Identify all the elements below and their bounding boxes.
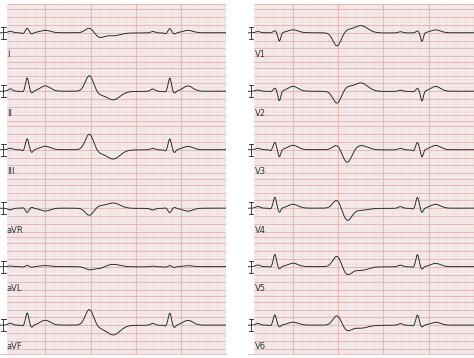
Bar <box>247 121 253 179</box>
Text: aVL: aVL <box>7 284 22 293</box>
Bar <box>0 62 6 121</box>
Text: III: III <box>7 167 14 176</box>
Text: V2: V2 <box>255 108 265 117</box>
Bar <box>0 179 6 237</box>
Bar <box>247 179 253 237</box>
Bar <box>247 62 253 121</box>
Text: V6: V6 <box>255 343 265 352</box>
Text: aVF: aVF <box>7 343 23 352</box>
Bar <box>247 4 253 62</box>
Text: V3: V3 <box>255 167 265 176</box>
Text: V1: V1 <box>255 50 265 59</box>
Text: I: I <box>7 50 9 59</box>
Bar <box>247 237 253 296</box>
Bar <box>247 296 253 354</box>
Text: II: II <box>7 108 12 117</box>
Text: V4: V4 <box>255 226 265 234</box>
Bar <box>0 237 6 296</box>
Text: V5: V5 <box>255 284 265 293</box>
Bar <box>0 296 6 354</box>
Bar <box>0 4 6 62</box>
Bar <box>0 121 6 179</box>
Text: aVR: aVR <box>7 226 24 234</box>
